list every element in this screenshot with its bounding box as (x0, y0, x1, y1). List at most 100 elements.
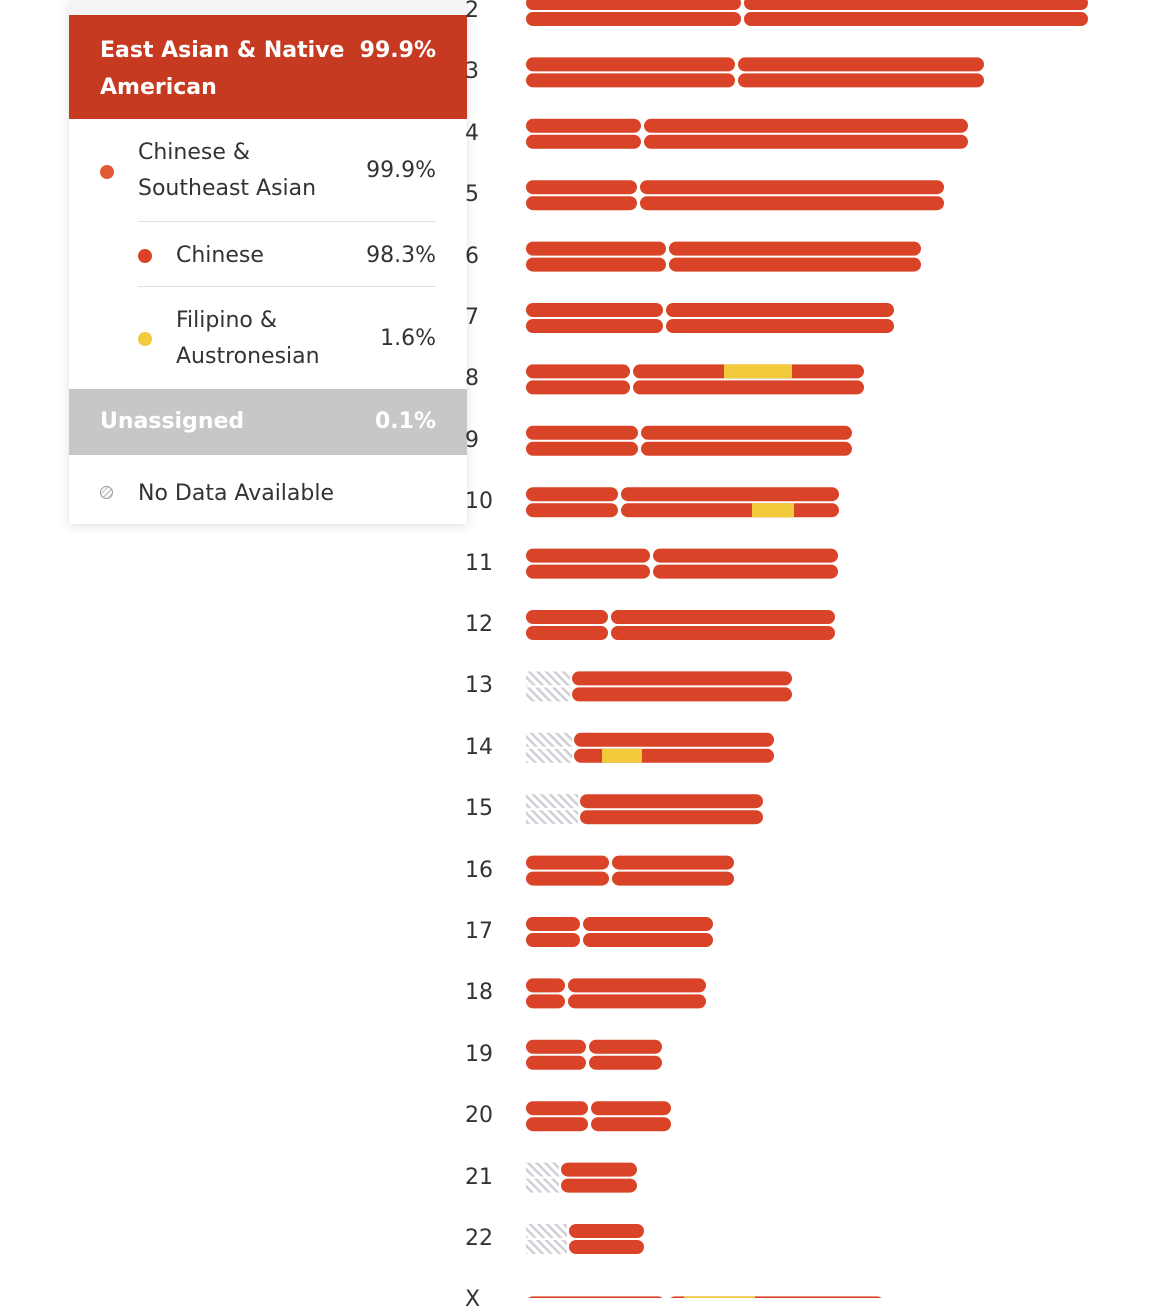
bottom-strand-chinese-segment[interactable] (561, 1178, 637, 1193)
top-strand-chinese-segment[interactable] (526, 855, 609, 870)
bottom-strand-chinese-segment[interactable] (526, 319, 663, 333)
no-data-segment[interactable] (526, 687, 570, 702)
panel-top-strip (69, 0, 467, 15)
top-strand-filipino-segment[interactable] (724, 364, 792, 379)
no-data-segment[interactable] (526, 794, 578, 809)
chromosome-label: 7 (465, 305, 479, 330)
bottom-strand-chinese-segment[interactable] (526, 933, 580, 947)
top-strand-chinese-segment[interactable] (580, 794, 763, 809)
no-data-segment[interactable] (526, 1224, 567, 1238)
bottom-strand-chinese-segment[interactable] (572, 687, 792, 702)
subregion-name-line2: Southeast Asian (138, 176, 317, 201)
bottom-strand-chinese-segment[interactable] (666, 319, 894, 333)
top-strand-chinese-segment[interactable] (738, 57, 984, 72)
top-strand-chinese-segment[interactable] (572, 671, 792, 686)
top-strand-chinese-segment[interactable] (569, 1224, 644, 1238)
bottom-strand-chinese-segment[interactable] (633, 380, 864, 395)
top-strand-chinese-segment[interactable] (526, 303, 663, 317)
top-strand-chinese-segment[interactable] (653, 548, 838, 563)
no-data-segment[interactable] (526, 732, 572, 747)
top-strand-chinese-segment[interactable] (621, 487, 839, 502)
chromosome-label: 4 (465, 120, 479, 146)
bottom-strand-chinese-segment[interactable] (526, 564, 650, 579)
bottom-strand-chinese-segment[interactable] (526, 626, 608, 640)
bottom-strand-chinese-segment[interactable] (641, 441, 852, 456)
top-strand-chinese-segment[interactable] (526, 487, 618, 502)
bottom-strand-chinese-segment[interactable] (644, 134, 968, 149)
top-strand-chinese-segment[interactable] (591, 1101, 671, 1116)
bottom-strand-chinese-segment[interactable] (640, 196, 944, 211)
x-strand-filipino-segment[interactable] (684, 1296, 755, 1298)
bottom-strand-chinese-segment[interactable] (568, 994, 706, 1009)
bottom-strand-chinese-segment[interactable] (589, 1055, 662, 1070)
no-data-segment[interactable] (526, 1240, 567, 1254)
bottom-strand-filipino-segment[interactable] (752, 503, 794, 518)
top-strand-chinese-segment[interactable] (744, 0, 1088, 10)
top-strand-chinese-segment[interactable] (526, 364, 630, 379)
top-strand-chinese-segment[interactable] (526, 1101, 588, 1116)
top-strand-chinese-segment[interactable] (526, 0, 741, 10)
top-strand-chinese-segment[interactable] (526, 978, 565, 993)
chromosome-label: 2 (465, 0, 479, 23)
top-strand-chinese-segment[interactable] (568, 978, 706, 993)
top-strand-chinese-segment[interactable] (526, 180, 637, 195)
top-strand-chinese-segment[interactable] (669, 241, 921, 256)
no-data-segment[interactable] (526, 1162, 559, 1177)
top-strand-chinese-segment[interactable] (583, 917, 713, 931)
bottom-strand-chinese-segment[interactable] (612, 871, 734, 886)
top-strand-chinese-segment[interactable] (526, 57, 735, 72)
bottom-strand-chinese-segment[interactable] (621, 503, 839, 518)
top-strand-chinese-segment[interactable] (611, 610, 835, 624)
population-name-line2: Austronesian (176, 344, 320, 369)
bottom-strand-chinese-segment[interactable] (526, 196, 637, 211)
top-strand-chinese-segment[interactable] (640, 180, 944, 195)
bottom-strand-chinese-segment[interactable] (744, 12, 1088, 26)
top-strand-chinese-segment[interactable] (526, 1039, 586, 1054)
bottom-strand-chinese-segment[interactable] (526, 257, 666, 272)
bottom-strand-chinese-segment[interactable] (738, 73, 984, 88)
bottom-strand-chinese-segment[interactable] (580, 810, 763, 825)
top-strand-chinese-segment[interactable] (526, 118, 641, 133)
bottom-strand-chinese-segment[interactable] (526, 994, 565, 1009)
top-strand-chinese-segment[interactable] (526, 425, 638, 440)
population-name: Chinese (176, 243, 264, 268)
bottom-strand-chinese-segment[interactable] (526, 503, 618, 518)
bottom-strand-chinese-segment[interactable] (526, 871, 609, 886)
bottom-strand-chinese-segment[interactable] (526, 380, 630, 395)
bottom-strand-chinese-segment[interactable] (669, 257, 921, 272)
top-strand-chinese-segment[interactable] (644, 118, 968, 133)
unassigned-label: Unassigned (100, 409, 245, 434)
bottom-strand-chinese-segment[interactable] (526, 1117, 588, 1132)
top-strand-chinese-segment[interactable] (589, 1039, 662, 1054)
bottom-strand-chinese-segment[interactable] (611, 626, 835, 640)
no-data-segment[interactable] (526, 671, 570, 686)
bottom-strand-chinese-segment[interactable] (526, 134, 641, 149)
top-strand-chinese-segment[interactable] (526, 241, 666, 256)
bottom-strand-filipino-segment[interactable] (602, 748, 642, 763)
bottom-strand-chinese-segment[interactable] (583, 933, 713, 947)
top-strand-chinese-segment[interactable] (666, 303, 894, 317)
population-percent: 98.3% (366, 243, 436, 268)
unassigned-row[interactable]: Unassigned 0.1% (69, 389, 467, 455)
bottom-strand-chinese-segment[interactable] (569, 1240, 644, 1254)
top-strand-chinese-segment[interactable] (526, 548, 650, 563)
no-data-segment[interactable] (526, 748, 572, 763)
no-data-segment[interactable] (526, 810, 578, 825)
bottom-strand-chinese-segment[interactable] (526, 441, 638, 456)
top-strand-chinese-segment[interactable] (526, 610, 608, 624)
bottom-strand-chinese-segment[interactable] (526, 1055, 586, 1070)
bottom-strand-chinese-segment[interactable] (526, 12, 741, 26)
unassigned-percent: 0.1% (374, 409, 436, 434)
no-data-segment[interactable] (526, 1178, 559, 1193)
bottom-strand-chinese-segment[interactable] (653, 564, 838, 579)
top-strand-chinese-segment[interactable] (561, 1162, 637, 1177)
bottom-strand-chinese-segment[interactable] (591, 1117, 671, 1132)
top-strand-chinese-segment[interactable] (574, 732, 774, 747)
top-strand-chinese-segment[interactable] (612, 855, 734, 870)
top-strand-chinese-segment[interactable] (526, 917, 580, 931)
population-percent: 1.6% (380, 326, 436, 351)
region-east-asian-native-american[interactable]: East Asian & Native American 99.9% (69, 15, 467, 119)
bottom-strand-chinese-segment[interactable] (526, 73, 735, 88)
chromosome-label: 13 (465, 673, 493, 699)
top-strand-chinese-segment[interactable] (641, 425, 852, 440)
